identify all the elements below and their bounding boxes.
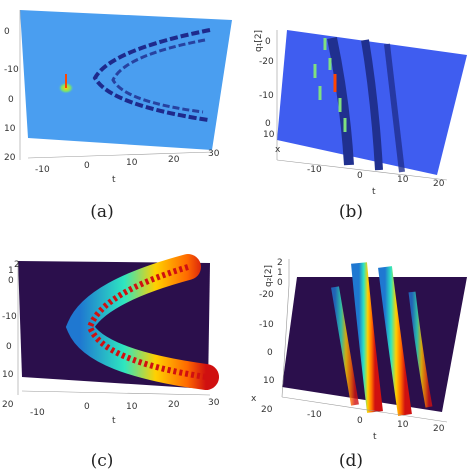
t-tick-d-1: 0 <box>357 416 363 426</box>
t-tick-c-4: 30 <box>208 398 220 408</box>
ridge-d4 <box>408 291 433 408</box>
ridge-b1 <box>327 36 354 166</box>
caption-c: (c) <box>90 451 114 471</box>
t-tick-a-0: -10 <box>35 165 50 175</box>
x-tick-c-1: 0 <box>6 342 12 352</box>
axis-t-b <box>276 159 448 181</box>
x-tick-d-0: -20 <box>259 290 274 300</box>
axis-t-a <box>27 151 213 159</box>
x-tick-a-1: 0 <box>8 95 14 105</box>
x-label-b: x <box>275 145 281 155</box>
axis-t-d <box>281 396 448 423</box>
t-label-d: t <box>373 432 377 442</box>
plot-d: q₂[2] 2 1 0 -20 -10 0 10 20 x -10 0 10 2… <box>251 258 467 442</box>
t-tick-c-2: 10 <box>126 402 138 412</box>
plot-b: q₁[2] 0 -20 -10 0 10 x -10 0 10 20 t <box>254 30 467 197</box>
z-tick-c-0: 1 <box>8 266 14 276</box>
t-label-a: t <box>112 175 116 185</box>
t-tick-a-3: 20 <box>168 155 180 165</box>
x-tick-a-3: 20 <box>4 153 16 163</box>
wave-train-a2 <box>111 38 206 114</box>
z-tick-d-0: 2 <box>277 258 283 268</box>
t-tick-c-0: -10 <box>30 408 45 418</box>
ridge-d3 <box>331 286 359 406</box>
x-tick-d-2: 0 <box>267 348 273 358</box>
wave-train-a1 <box>92 28 211 122</box>
z-tick-b: 0 <box>265 37 271 47</box>
x-tick-c-3: 20 <box>2 400 14 410</box>
x-tick-d-4: 20 <box>261 405 273 415</box>
t-tick-a-2: 10 <box>126 158 138 168</box>
ridge-d1 <box>351 262 383 413</box>
x-tick-c-2: 10 <box>2 370 14 380</box>
t-tick-d-0: -10 <box>307 410 322 420</box>
x-tick-d-3: 10 <box>263 376 275 386</box>
t-tick-c-1: 0 <box>84 402 90 412</box>
z-tick-c-2: 0 <box>8 276 14 286</box>
z-tick-d-2: 0 <box>277 278 283 288</box>
panel-c: 1 2 0 -10 0 10 20 -10 0 10 20 30 t (c) <box>0 237 237 474</box>
ridge-d2 <box>378 266 412 417</box>
band-c-outer <box>65 254 219 390</box>
t-tick-c-3: 20 <box>168 400 180 410</box>
z-tick-a: 0 <box>4 27 10 37</box>
x-tick-c-0: -10 <box>2 312 17 322</box>
plot-c: 1 2 0 -10 0 10 20 -10 0 10 20 30 t <box>2 254 220 426</box>
ridge-b3 <box>384 43 405 173</box>
t-tick-b-0: -10 <box>307 165 322 175</box>
x-tick-b-2: 0 <box>265 119 271 129</box>
z-label-b: q₁[2] <box>254 30 264 52</box>
x-tick-a-0: -10 <box>4 65 19 75</box>
x-tick-b-1: -10 <box>259 91 274 101</box>
caption-d: (d) <box>338 451 364 471</box>
t-tick-d-2: 10 <box>397 420 409 430</box>
panel-a: 0 -10 0 10 20 -10 0 10 20 30 t (a) <box>0 0 237 237</box>
caption-a: (a) <box>90 202 114 222</box>
panel-b: q₁[2] 0 -20 -10 0 10 x -10 0 10 20 t (b) <box>237 0 474 237</box>
z-tick-c-1: 2 <box>14 260 20 270</box>
plot-a: 0 -10 0 10 20 -10 0 10 20 30 t <box>4 10 232 185</box>
x-label-d: x <box>251 394 257 404</box>
panel-d: q₂[2] 2 1 0 -20 -10 0 10 20 x -10 0 10 2… <box>237 237 474 474</box>
t-label-c: t <box>112 416 116 426</box>
axis-t-c <box>21 390 211 396</box>
t-tick-d-3: 20 <box>433 424 445 434</box>
t-tick-a-1: 0 <box>84 161 90 171</box>
peaks-b <box>313 38 347 132</box>
t-tick-b-2: 10 <box>397 175 409 185</box>
t-tick-a-4: 30 <box>208 149 220 159</box>
ridge-b2 <box>361 39 383 171</box>
t-tick-b-3: 20 <box>433 179 445 189</box>
x-tick-d-1: -10 <box>259 320 274 330</box>
z-tick-d-1: 1 <box>277 268 283 278</box>
x-tick-b-0: -20 <box>259 57 274 67</box>
t-label-b: t <box>372 187 376 197</box>
x-tick-b-3: 10 <box>263 130 275 140</box>
z-label-d: q₂[2] <box>264 265 274 287</box>
x-tick-a-2: 10 <box>4 124 16 134</box>
surface-a <box>20 10 232 150</box>
axis-x-d <box>281 284 290 398</box>
caption-b: (b) <box>338 202 364 222</box>
t-tick-b-1: 0 <box>357 171 363 181</box>
band-c-inner <box>86 264 207 380</box>
